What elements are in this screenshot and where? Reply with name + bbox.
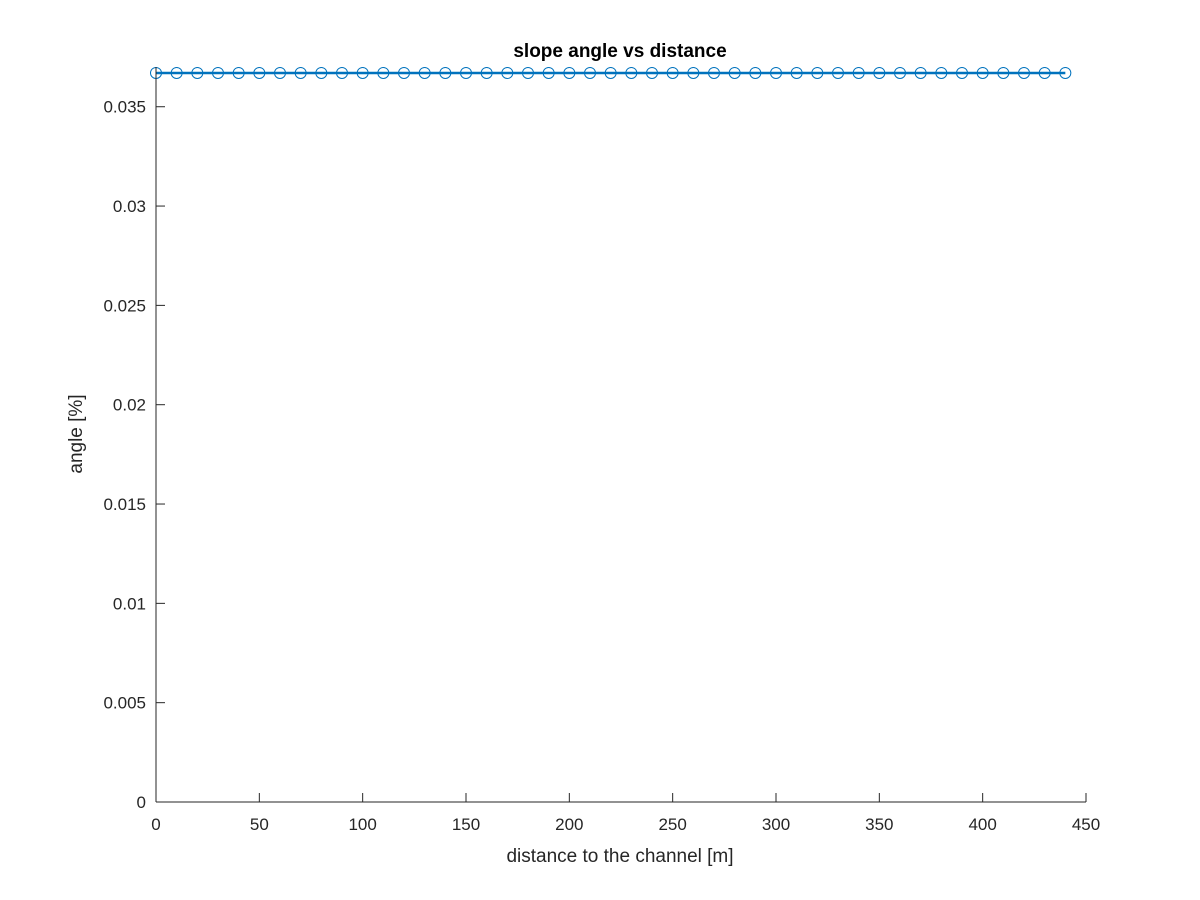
data-point-marker [542, 66, 555, 79]
x-tick-label: 0 [151, 815, 160, 834]
data-point-marker [584, 66, 596, 79]
plot-area [156, 67, 1086, 802]
data-point-marker [439, 66, 452, 79]
y-tick-label: 0.005 [103, 694, 146, 713]
data-point-marker [956, 66, 968, 79]
data-point-marker [522, 66, 534, 79]
data-point-marker [749, 66, 762, 79]
data-point-marker [687, 66, 700, 79]
data-point-marker [501, 66, 514, 79]
data-point-marker [170, 66, 183, 79]
data-point-marker [976, 66, 989, 79]
x-tick-label: 50 [250, 815, 269, 834]
data-point-marker [708, 66, 720, 79]
data-point-marker [790, 66, 803, 79]
data-point-marker [294, 66, 307, 79]
data-point-marker [873, 66, 886, 79]
x-tick-label: 400 [968, 815, 996, 834]
data-point-marker [894, 66, 906, 79]
x-tick-label: 450 [1072, 815, 1100, 834]
data-point-marker [212, 66, 224, 79]
data-point-marker [315, 66, 328, 79]
y-tick-label: 0.02 [113, 396, 146, 415]
x-tick-label: 150 [452, 815, 480, 834]
data-point-marker [914, 66, 927, 79]
y-axis-label: angle [%] [66, 394, 87, 473]
data-point-marker [997, 66, 1010, 79]
data-point-marker [1018, 66, 1030, 79]
x-axis-label: distance to the channel [m] [506, 846, 733, 867]
data-point-marker [832, 66, 844, 79]
data-point-marker [274, 66, 286, 79]
x-tick-label: 250 [658, 815, 686, 834]
data-point-marker [1059, 66, 1072, 79]
axes [155, 67, 1086, 803]
y-tick-label: 0.015 [103, 495, 146, 514]
data-point-marker [563, 66, 576, 79]
y-ticks: 0 0.005 0.01 0.015 0.02 0.025 0.03 0.035 [103, 98, 165, 812]
x-tick-label: 100 [348, 815, 376, 834]
data-point-marker [336, 66, 348, 79]
data-point-marker [480, 66, 493, 79]
data-point-marker [935, 66, 948, 79]
y-tick-label: 0.01 [113, 594, 146, 613]
data-point-marker [1038, 66, 1051, 79]
data-point-marker [770, 66, 782, 79]
data-point-marker [666, 66, 679, 79]
y-tick-label: 0.035 [103, 98, 146, 117]
x-tick-label: 350 [865, 815, 893, 834]
y-tick-label: 0 [137, 793, 146, 812]
series-layer [150, 66, 1072, 79]
x-tick-label: 300 [762, 815, 790, 834]
x-ticks: 0 50 100 150 200 250 300 350 400 450 [151, 793, 1100, 834]
chart-title: slope angle vs distance [513, 41, 726, 62]
data-point-marker [646, 66, 658, 79]
data-point-marker [191, 66, 204, 79]
data-point-marker [232, 66, 245, 79]
y-tick-label: 0.03 [113, 197, 146, 216]
data-point-marker [253, 66, 266, 79]
data-point-marker [604, 66, 617, 79]
x-tick-label: 200 [555, 815, 583, 834]
y-tick-label: 0.025 [103, 296, 146, 315]
data-point-marker [460, 66, 472, 79]
data-point-marker [728, 66, 741, 79]
data-point-marker [625, 66, 638, 79]
data-point-marker [811, 66, 824, 79]
data-point-marker [418, 66, 431, 79]
data-point-marker [356, 66, 369, 79]
data-point-marker [852, 66, 865, 79]
data-point-marker [398, 66, 410, 79]
data-point-marker [377, 66, 390, 79]
